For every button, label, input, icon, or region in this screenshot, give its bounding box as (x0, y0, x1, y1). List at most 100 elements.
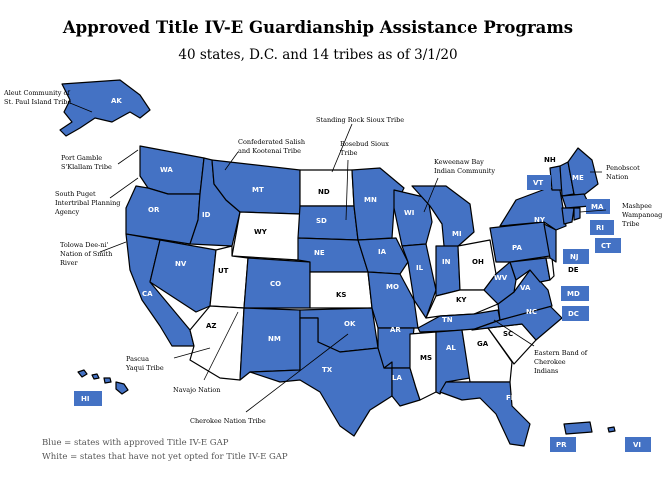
state-or (125, 185, 201, 245)
tribe-tolowa-line2: Nation of Smith (60, 250, 112, 258)
tribe-keweenaw-line1: Keweenaw Bay (434, 158, 484, 166)
tribe-rosebud-line1: Rosebud Sioux (340, 140, 389, 148)
box-vt (527, 175, 551, 190)
label-mt: MT (252, 186, 264, 194)
label-co: CO (270, 280, 281, 288)
label-ct: CT (601, 242, 611, 250)
label-me: ME (572, 174, 584, 182)
box-ct (595, 238, 621, 253)
label-wv: WV (494, 274, 508, 282)
state-ct (561, 207, 575, 225)
label-ms: MS (420, 354, 432, 362)
label-dc: DC (568, 310, 579, 318)
label-fl: FL (506, 394, 516, 402)
tribe-salish-line2: and Kootenai Tribe (238, 147, 301, 155)
state-vi-shape (607, 426, 616, 433)
label-nj: NJ (570, 253, 578, 261)
map-title: Approved Title IV-E Guardianship Assista… (62, 18, 574, 37)
label-ma: MA (591, 203, 604, 211)
box-ri (590, 220, 614, 235)
state-mn (351, 167, 405, 241)
box-md (561, 286, 589, 301)
label-ga: GA (477, 340, 489, 348)
label-mi: MI (452, 230, 462, 238)
label-ky: KY (456, 296, 467, 304)
tribe-south-puget-line2: Intertribal Planning (55, 199, 120, 207)
label-il: IL (416, 264, 424, 272)
tribe-mashpee-line2: Wampanoag (622, 211, 662, 219)
tribe-salish-line1: Confederated Salish (238, 138, 305, 146)
tribe-aleut-line2: St. Paul Island Tribe (4, 98, 71, 106)
label-wi: WI (404, 209, 414, 217)
label-sc: SC (503, 330, 513, 338)
state-wy (231, 211, 301, 261)
tribe-south-puget-line3: Agency (54, 208, 80, 216)
tribe-eastern-cherokee-line1: Eastern Band of (534, 349, 588, 357)
state-nv (149, 239, 217, 313)
leader-eastern-cherokee (493, 319, 535, 347)
label-ok: OK (344, 320, 356, 328)
label-vi: VI (633, 441, 641, 449)
state-sd (297, 205, 359, 241)
label-oh: OH (472, 258, 484, 266)
state-hi (77, 369, 129, 395)
label-nv: NV (175, 260, 187, 268)
label-ri: RI (596, 224, 604, 232)
box-nj (563, 249, 589, 264)
label-az: AZ (206, 322, 217, 330)
tribe-rosebud-line2: Tribe (340, 149, 358, 157)
state-az (189, 305, 245, 381)
label-ca: CA (142, 290, 153, 298)
label-tn: TN (442, 316, 453, 324)
label-de: DE (568, 266, 579, 274)
tribe-pascua-line1: Pascua (126, 355, 149, 363)
label-or: OR (148, 206, 160, 214)
label-pa: PA (512, 244, 522, 252)
tribe-port-gamble-line2: S'Klallam Tribe (61, 163, 112, 171)
label-md: MD (567, 290, 580, 298)
tribe-penobscot-line2: Nation (606, 173, 628, 181)
leader-pascua (173, 347, 211, 359)
leader-port-gamble (117, 149, 139, 165)
box-pr (550, 437, 576, 452)
state-pr-shape (563, 421, 593, 435)
state-ak (59, 79, 151, 137)
label-wy: WY (254, 228, 268, 236)
leader-aleut (69, 102, 93, 113)
label-sd: SD (316, 217, 327, 225)
leader-rosebud (345, 159, 349, 221)
tribe-eastern-cherokee-line2: Cherokee (534, 358, 566, 366)
label-pr: PR (556, 441, 567, 449)
box-hi (74, 391, 102, 406)
label-ne: NE (314, 249, 325, 257)
state-nm (239, 307, 301, 381)
leader-keweenaw (423, 177, 439, 213)
state-pa (489, 221, 551, 263)
tribe-eastern-cherokee-line3: Indians (534, 367, 558, 375)
tribe-keweenaw-line2: Indian Community (434, 167, 495, 175)
label-tx: TX (322, 366, 333, 374)
leader-mashpee (579, 209, 607, 213)
label-ut: UT (218, 267, 229, 275)
tribe-standing-rock: Standing Rock Sioux Tribe (316, 116, 404, 124)
tribe-tolowa-line1: Tolowa Dee-ni' (60, 241, 109, 249)
label-mn: MN (364, 196, 377, 204)
label-la: LA (392, 374, 402, 382)
label-va: VA (520, 284, 531, 292)
leader-salish (224, 151, 239, 171)
label-wa: WA (160, 166, 173, 174)
label-in: IN (442, 258, 451, 266)
state-ar (377, 327, 415, 369)
tribe-mashpee-line1: Mashpee (622, 202, 652, 210)
legend-blue: Blue = states with approved Title IV-E G… (42, 438, 229, 448)
label-nm: NM (268, 335, 281, 343)
label-nc: NC (526, 308, 537, 316)
label-id: ID (202, 211, 211, 219)
tribe-mashpee-line3: Tribe (622, 220, 640, 228)
leader-standing-rock (331, 123, 353, 173)
label-nh: NH (544, 156, 556, 164)
tribe-south-puget-line1: South Puget (55, 190, 96, 198)
box-vi (625, 437, 651, 452)
label-vt: VT (533, 179, 543, 187)
